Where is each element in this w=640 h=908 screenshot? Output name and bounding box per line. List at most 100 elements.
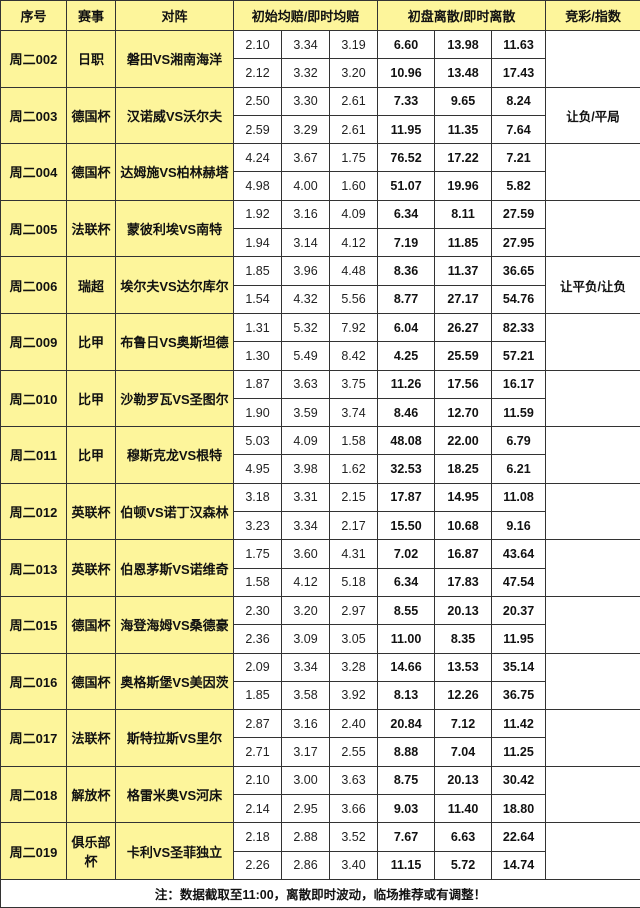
odds-value: 3.74 (330, 398, 378, 426)
match-id: 周二011 (1, 427, 67, 484)
odds-value: 2.95 (282, 795, 330, 823)
dispersion-value: 20.13 (435, 766, 492, 794)
odds-value: 1.90 (234, 398, 282, 426)
odds-value: 5.32 (282, 313, 330, 341)
tip (546, 144, 640, 201)
teams: 汉诺威VS沃尔夫 (116, 87, 234, 144)
dispersion-value: 7.02 (378, 540, 435, 568)
league: 德国杯 (67, 87, 116, 144)
header-tip: 竞彩/指数 (546, 1, 640, 31)
teams: 沙勒罗瓦VS圣图尔 (116, 370, 234, 427)
dispersion-value: 8.88 (378, 738, 435, 766)
odds-value: 1.75 (330, 144, 378, 172)
tip (546, 710, 640, 767)
odds-value: 3.18 (234, 483, 282, 511)
odds-value: 1.58 (234, 568, 282, 596)
odds-value: 1.62 (330, 455, 378, 483)
dispersion-value: 57.21 (492, 342, 546, 370)
dispersion-value: 20.84 (378, 710, 435, 738)
odds-value: 4.12 (330, 229, 378, 257)
league: 德国杯 (67, 596, 116, 653)
dispersion-value: 11.26 (378, 370, 435, 398)
dispersion-value: 10.68 (435, 512, 492, 540)
odds-value: 3.34 (282, 653, 330, 681)
dispersion-value: 22.64 (492, 823, 546, 851)
league: 法联杯 (67, 200, 116, 257)
dispersion-value: 8.46 (378, 398, 435, 426)
match-id: 周二005 (1, 200, 67, 257)
odds-value: 3.58 (282, 681, 330, 709)
dispersion-value: 6.63 (435, 823, 492, 851)
dispersion-value: 8.75 (378, 766, 435, 794)
odds-value: 3.98 (282, 455, 330, 483)
odds-value: 3.31 (282, 483, 330, 511)
odds-value: 3.30 (282, 87, 330, 115)
odds-value: 2.61 (330, 115, 378, 143)
odds-value: 3.63 (282, 370, 330, 398)
dispersion-value: 9.16 (492, 512, 546, 540)
dispersion-value: 22.00 (435, 427, 492, 455)
dispersion-value: 7.67 (378, 823, 435, 851)
odds-value: 3.20 (330, 59, 378, 87)
odds-value: 5.49 (282, 342, 330, 370)
odds-value: 4.09 (282, 427, 330, 455)
odds-value: 3.00 (282, 766, 330, 794)
league: 英联杯 (67, 483, 116, 540)
teams: 蒙彼利埃VS南特 (116, 200, 234, 257)
dispersion-value: 54.76 (492, 285, 546, 313)
tip: 让平负/让负 (546, 257, 640, 314)
dispersion-value: 6.34 (378, 200, 435, 228)
header-odds: 初始均赔/即时均赔 (234, 1, 378, 31)
odds-value: 1.75 (234, 540, 282, 568)
odds-value: 7.92 (330, 313, 378, 341)
dispersion-value: 5.82 (492, 172, 546, 200)
match-id: 周二017 (1, 710, 67, 767)
dispersion-value: 5.72 (435, 851, 492, 879)
dispersion-value: 8.11 (435, 200, 492, 228)
dispersion-value: 11.35 (435, 115, 492, 143)
odds-value: 1.60 (330, 172, 378, 200)
dispersion-value: 16.87 (435, 540, 492, 568)
odds-value: 4.00 (282, 172, 330, 200)
dispersion-value: 6.04 (378, 313, 435, 341)
odds-value: 2.10 (234, 31, 282, 59)
dispersion-value: 11.15 (378, 851, 435, 879)
dispersion-value: 6.60 (378, 31, 435, 59)
dispersion-value: 14.66 (378, 653, 435, 681)
dispersion-value: 11.85 (435, 229, 492, 257)
dispersion-value: 11.37 (435, 257, 492, 285)
odds-value: 3.28 (330, 653, 378, 681)
teams: 斯特拉斯VS里尔 (116, 710, 234, 767)
dispersion-value: 19.96 (435, 172, 492, 200)
teams: 海登海姆VS桑德豪 (116, 596, 234, 653)
odds-value: 1.58 (330, 427, 378, 455)
dispersion-value: 30.42 (492, 766, 546, 794)
odds-value: 3.63 (330, 766, 378, 794)
match-id: 周二006 (1, 257, 67, 314)
match-id: 周二002 (1, 31, 67, 88)
dispersion-value: 13.48 (435, 59, 492, 87)
footer-note: 注：数据截取至11:00，离散即时波动，临场推荐或有调整！ (1, 879, 640, 907)
odds-value: 3.05 (330, 625, 378, 653)
dispersion-value: 25.59 (435, 342, 492, 370)
league: 瑞超 (67, 257, 116, 314)
dispersion-value: 47.54 (492, 568, 546, 596)
odds-value: 2.50 (234, 87, 282, 115)
teams: 奥格斯堡VS美因茨 (116, 653, 234, 710)
match-id: 周二012 (1, 483, 67, 540)
header-id: 序号 (1, 1, 67, 31)
odds-value: 3.09 (282, 625, 330, 653)
dispersion-value: 13.53 (435, 653, 492, 681)
odds-value: 1.31 (234, 313, 282, 341)
dispersion-value: 8.24 (492, 87, 546, 115)
odds-value: 4.48 (330, 257, 378, 285)
odds-value: 3.59 (282, 398, 330, 426)
teams: 达姆施VS柏林赫塔 (116, 144, 234, 201)
odds-value: 8.42 (330, 342, 378, 370)
league: 英联杯 (67, 540, 116, 597)
